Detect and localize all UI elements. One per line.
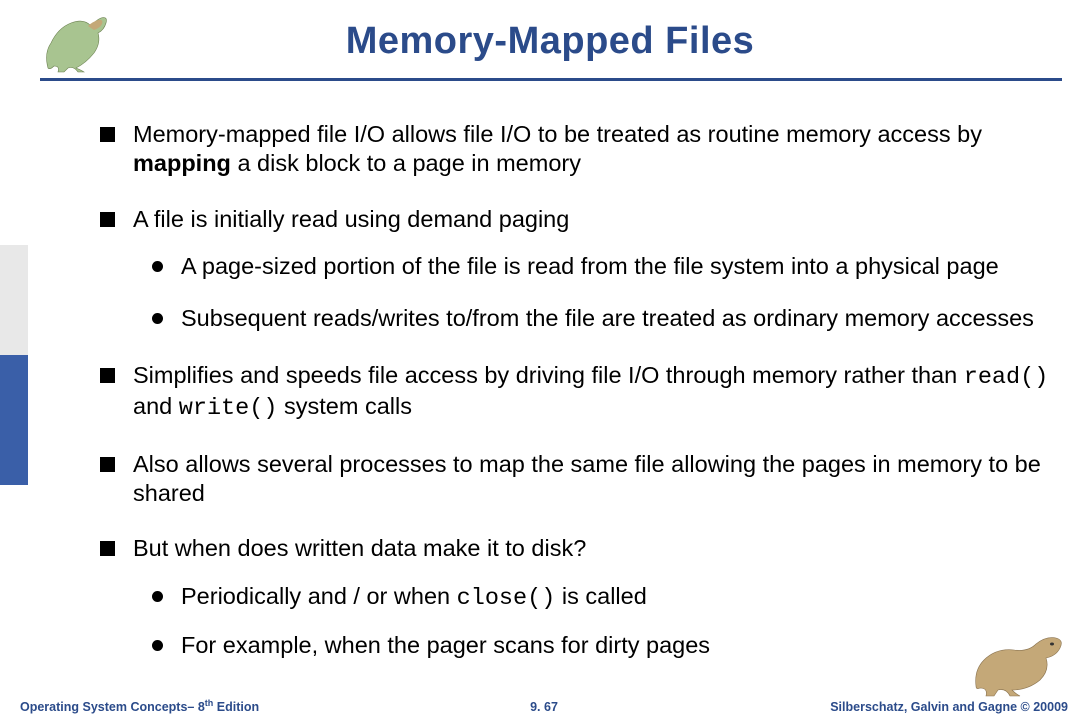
b3-mono2: write()	[179, 395, 278, 422]
header: Memory-Mapped Files	[40, 20, 1060, 63]
footer-left-post: Edition	[213, 700, 259, 714]
title-underline	[40, 78, 1062, 81]
bullet-4: Also allows several processes to map the…	[100, 450, 1050, 509]
b1-bold: mapping	[133, 150, 231, 176]
left-color-bar	[0, 0, 28, 720]
footer-left-sup: th	[205, 698, 214, 708]
bullet-2-sub-1: A page-sized portion of the file is read…	[152, 252, 1050, 281]
b5s1-mono: close()	[457, 585, 556, 612]
square-bullet-icon	[100, 368, 115, 383]
b3-post: system calls	[277, 393, 412, 419]
b5s1-pre: Periodically and / or when	[181, 583, 457, 609]
bullet-3: Simplifies and speeds file access by dri…	[100, 361, 1050, 424]
content-area: Memory-mapped file I/O allows file I/O t…	[100, 120, 1050, 661]
sidebar-seg-white	[0, 0, 28, 245]
square-bullet-icon	[100, 212, 115, 227]
square-bullet-icon	[100, 541, 115, 556]
bullet-2-sub-1-text: A page-sized portion of the file is read…	[181, 252, 999, 281]
bullet-5: But when does written data make it to di…	[100, 534, 1050, 563]
round-bullet-icon	[152, 313, 163, 324]
b5s1-post: is called	[555, 583, 646, 609]
bullet-5-sub-2-text: For example, when the pager scans for di…	[181, 631, 710, 660]
bullet-5-sub-1: Periodically and / or when close() is ca…	[152, 582, 1050, 613]
bullet-2: A file is initially read using demand pa…	[100, 205, 1050, 234]
slide-title: Memory-Mapped Files	[40, 20, 1060, 63]
round-bullet-icon	[152, 261, 163, 272]
bullet-2-sub-2-text: Subsequent reads/writes to/from the file…	[181, 304, 1034, 333]
bullet-5-sub-1-text: Periodically and / or when close() is ca…	[181, 582, 647, 613]
bullet-2-sub-2: Subsequent reads/writes to/from the file…	[152, 304, 1050, 333]
bullet-1: Memory-mapped file I/O allows file I/O t…	[100, 120, 1050, 179]
b1-pre: Memory-mapped file I/O allows file I/O t…	[133, 121, 982, 147]
b3-pre: Simplifies and speeds file access by dri…	[133, 362, 964, 388]
b3-mid: and	[133, 393, 179, 419]
round-bullet-icon	[152, 591, 163, 602]
bullet-1-text: Memory-mapped file I/O allows file I/O t…	[133, 120, 1050, 179]
sidebar-seg-grey	[0, 245, 28, 355]
b1-post: a disk block to a page in memory	[231, 150, 581, 176]
footer: Operating System Concepts– 8th Edition 9…	[20, 688, 1068, 714]
square-bullet-icon	[100, 457, 115, 472]
bullet-4-text: Also allows several processes to map the…	[133, 450, 1050, 509]
square-bullet-icon	[100, 127, 115, 142]
bullet-5-text: But when does written data make it to di…	[133, 534, 586, 563]
footer-left-pre: Operating System Concepts– 8	[20, 700, 205, 714]
sidebar-seg-blue	[0, 355, 28, 485]
round-bullet-icon	[152, 640, 163, 651]
bullet-5-sub-2: For example, when the pager scans for di…	[152, 631, 1050, 660]
slide: Memory-Mapped Files Memory-mapped file I…	[0, 0, 1080, 720]
b3-mono1: read()	[964, 364, 1049, 391]
footer-right: Silberschatz, Galvin and Gagne © 20009	[830, 700, 1068, 714]
bullet-3-text: Simplifies and speeds file access by dri…	[133, 361, 1050, 424]
bullet-2-text: A file is initially read using demand pa…	[133, 205, 569, 234]
sidebar-seg-white2	[0, 485, 28, 720]
footer-page-number: 9. 67	[530, 700, 558, 714]
footer-left: Operating System Concepts– 8th Edition	[20, 698, 259, 714]
